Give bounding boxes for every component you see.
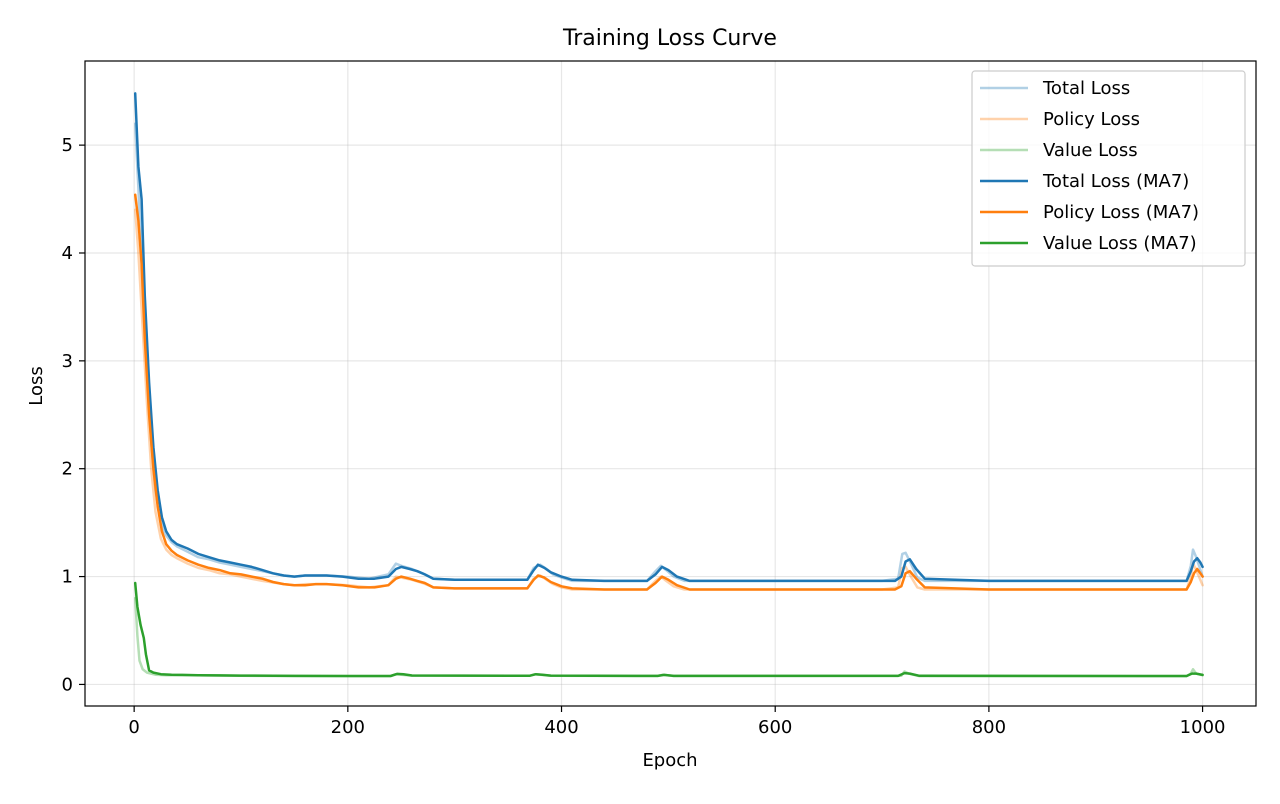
series-line-value-loss bbox=[133, 596, 1204, 678]
series-line-policy-loss bbox=[133, 208, 1204, 591]
x-tick-label: 800 bbox=[972, 717, 1006, 738]
series-line-policy-loss-ma7 bbox=[133, 193, 1204, 591]
legend-label: Total Loss bbox=[1042, 78, 1130, 99]
y-tick-label: 1 bbox=[62, 567, 73, 588]
x-tick-label: 600 bbox=[758, 717, 792, 738]
series-lines bbox=[133, 92, 1204, 678]
y-tick-label: 4 bbox=[62, 243, 73, 264]
legend-label: Policy Loss (MA7) bbox=[1043, 202, 1199, 223]
plot-frame bbox=[84, 60, 1257, 707]
legend-label: Value Loss (MA7) bbox=[1043, 233, 1197, 254]
y-axis-title: Loss bbox=[26, 366, 47, 405]
chart-title: Training Loss Curve bbox=[562, 26, 777, 51]
series-line-total-loss-ma7 bbox=[133, 92, 1204, 583]
y-tick-label: 0 bbox=[62, 674, 73, 695]
x-tick-label: 200 bbox=[331, 717, 365, 738]
legend: Total Loss Policy Loss Value Loss Total Los… bbox=[971, 70, 1246, 267]
x-axis-title: Epoch bbox=[642, 750, 697, 771]
x-tick-label: 1000 bbox=[1180, 717, 1226, 738]
legend-label: Total Loss (MA7) bbox=[1042, 171, 1189, 192]
legend-label: Policy Loss bbox=[1043, 109, 1140, 130]
axis-ticks: 0 200 400 600 800 1000 0 1 2 3 4 5 bbox=[62, 135, 1226, 738]
y-tick-label: 5 bbox=[62, 135, 73, 156]
x-tick-label: 400 bbox=[544, 717, 578, 738]
legend-label: Value Loss bbox=[1043, 140, 1138, 161]
y-tick-label: 3 bbox=[62, 351, 73, 372]
x-tick-label: 0 bbox=[128, 717, 139, 738]
legend-box bbox=[971, 70, 1246, 267]
y-tick-label: 2 bbox=[62, 459, 73, 480]
series-line-value-loss-ma7 bbox=[133, 581, 1204, 678]
